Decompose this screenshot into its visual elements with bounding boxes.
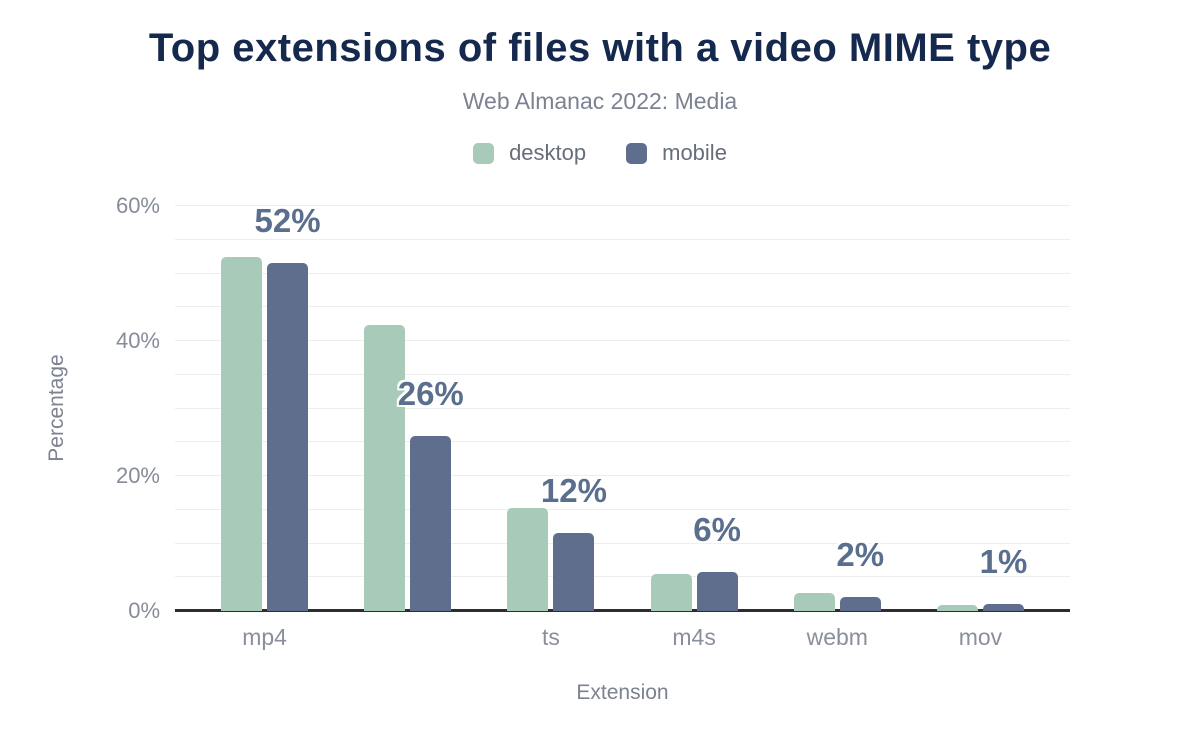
y-axis-ticks: 0% 20% 40% 60% (80, 193, 160, 623)
bar-group-m4s: 6% (623, 206, 766, 611)
chart-subtitle: Web Almanac 2022: Media (462, 88, 738, 114)
x-category-label-webm: webm (806, 624, 868, 650)
gridline (175, 542, 1070, 544)
bar-desktop-blank[interactable] (364, 324, 406, 611)
bar-group-mp4: 52% (193, 201, 336, 611)
chart-title: Top extensions of files with a video MIM… (148, 26, 1052, 70)
bar-value-label-mov: 1% (979, 543, 1028, 581)
gridline (175, 340, 1070, 341)
gridline (175, 576, 1070, 578)
bar-value-label-mp4: 52% (254, 201, 321, 239)
bar-desktop-mov[interactable] (936, 604, 978, 611)
x-axis-category-labels: mp4 ts m4s webm mov (175, 624, 1070, 651)
bar-value-label-blank: 26% (397, 374, 464, 412)
x-category-label-mp4: mp4 (242, 624, 287, 650)
plot-area: 52% 26% 12% 6% 2% 1% (175, 201, 1070, 612)
gridline (175, 407, 1070, 409)
bar-mobile-mp4[interactable] (267, 262, 309, 611)
gridline (175, 272, 1070, 274)
bar-mobile-mov[interactable] (982, 604, 1024, 611)
gridline (175, 205, 1070, 206)
legend-swatch-mobile-icon (626, 142, 648, 164)
bar-mobile-blank[interactable] (410, 435, 452, 611)
x-category-label-ts: ts (541, 624, 560, 650)
y-tick-label: 0% (128, 598, 160, 623)
bar-group-mov: 1% (909, 206, 1052, 611)
x-category-label-mov: mov (958, 624, 1003, 650)
y-tick-label: 40% (115, 328, 160, 353)
gridline (175, 306, 1070, 308)
bar-group-webm: 2% (766, 206, 909, 611)
bar-desktop-webm[interactable] (793, 593, 835, 611)
gridline (175, 238, 1070, 240)
bars-row: 52% 26% 12% 6% 2% 1% (175, 201, 1070, 611)
bar-mobile-ts[interactable] (553, 532, 595, 611)
legend-swatch-desktop-icon (473, 142, 495, 164)
legend-item-desktop[interactable]: desktop (473, 140, 586, 166)
gridline (175, 475, 1070, 476)
y-tick-label: 20% (115, 463, 160, 488)
bar-mobile-webm[interactable] (839, 596, 881, 611)
gridline (175, 441, 1070, 443)
bar-desktop-mp4[interactable] (221, 256, 263, 611)
x-axis-line (175, 609, 1070, 612)
x-axis-title: Extension (576, 681, 669, 704)
legend: desktop mobile (0, 140, 1200, 166)
gridline (175, 373, 1070, 375)
bar-value-label-ts: 12% (540, 471, 607, 509)
y-tick-label: 60% (115, 193, 160, 218)
bar-group-ts: 12% (479, 206, 622, 611)
legend-label-desktop: desktop (509, 140, 587, 165)
gridline (175, 508, 1070, 510)
x-category-label-m4s: m4s (672, 624, 716, 650)
legend-label-mobile: mobile (662, 140, 727, 165)
bar-group-blank: 26% (336, 206, 479, 611)
bar-value-label-m4s: 6% (693, 510, 741, 548)
legend-item-mobile[interactable]: mobile (626, 140, 727, 166)
bar-desktop-ts[interactable] (507, 508, 549, 611)
bar-value-label-webm: 2% (836, 535, 885, 573)
y-axis-title: Percentage (45, 354, 68, 462)
bar-mobile-m4s[interactable] (696, 571, 738, 611)
x-category-label-blank (336, 624, 479, 651)
bar-desktop-m4s[interactable] (650, 573, 692, 611)
